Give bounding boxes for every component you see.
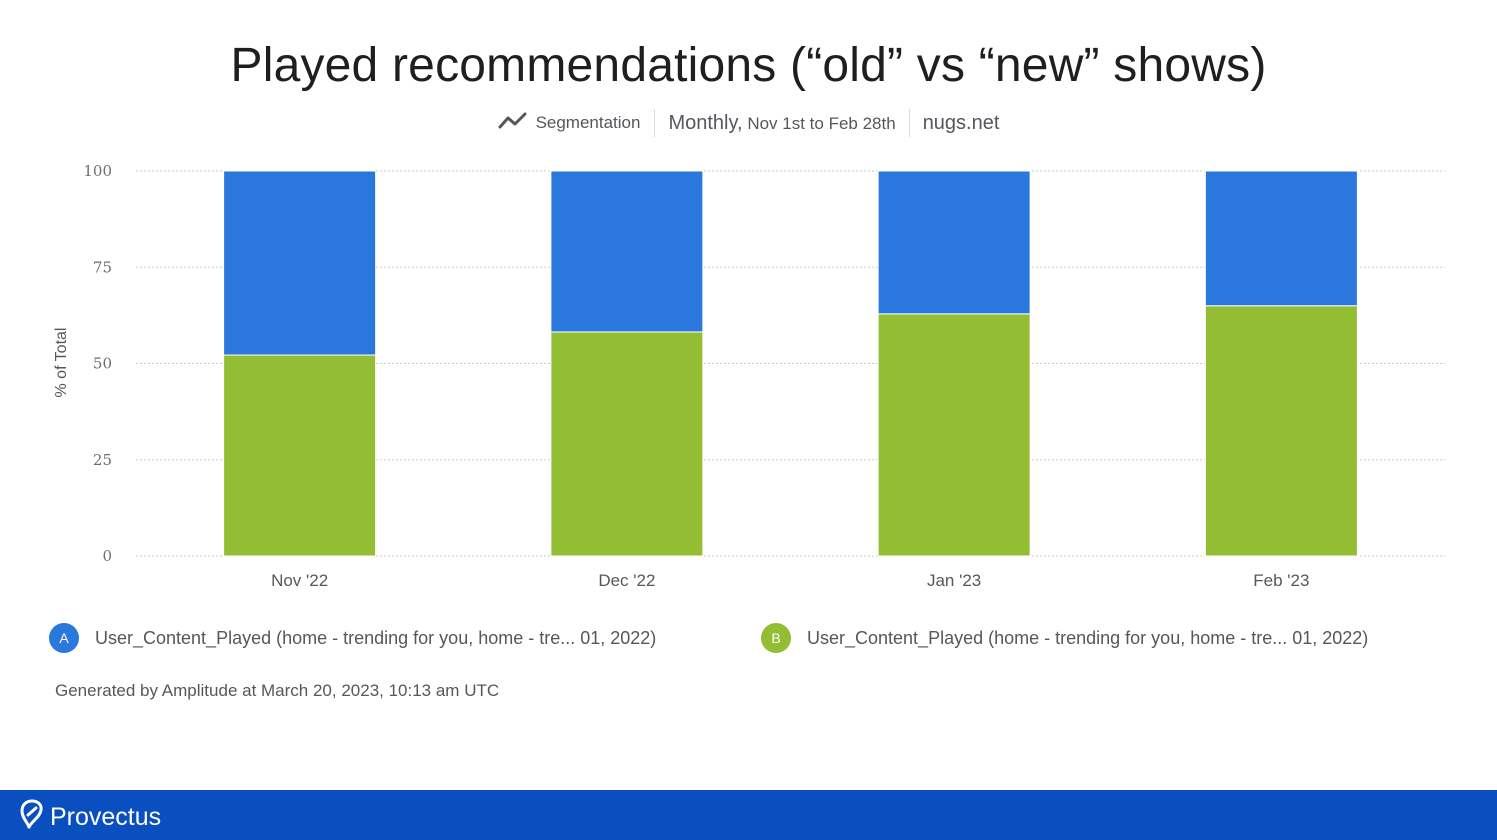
y-tick-label: 50 bbox=[93, 355, 112, 373]
legend-item-b[interactable]: B User_Content_Played (home - trending f… bbox=[761, 623, 1368, 653]
legend-item-a[interactable]: A User_Content_Played (home - trending f… bbox=[49, 623, 656, 653]
provectus-logo-icon bbox=[20, 799, 44, 836]
bar-segment-b bbox=[223, 354, 377, 557]
bar-segment-a bbox=[550, 170, 704, 333]
brand: Provectus bbox=[20, 799, 161, 836]
y-tick-label: 100 bbox=[83, 162, 112, 180]
segmentation-label: Segmentation bbox=[535, 113, 641, 132]
x-tick-label: Jan '23 bbox=[927, 571, 981, 590]
brand-name: Provectus bbox=[50, 803, 162, 831]
stacked-bar-chart: 0 25 50 75 100 % of Total Nov '22 Dec '22 Jan '2… bbox=[53, 162, 1445, 590]
interval-label: Monthly, bbox=[668, 111, 743, 134]
segmentation-indicator: Segmentation bbox=[498, 112, 655, 135]
y-axis-label: % of Total bbox=[53, 328, 70, 398]
chart-title: Played recommendations (“old” vs “new” s… bbox=[230, 39, 1267, 92]
y-tick-label: 25 bbox=[93, 451, 112, 469]
x-tick-label: Nov '22 bbox=[271, 571, 328, 590]
legend-label-b: User_Content_Played (home - trending for… bbox=[807, 627, 1369, 648]
bar-segment-a bbox=[223, 170, 377, 356]
legend-label-a: User_Content_Played (home - trending for… bbox=[95, 627, 657, 648]
x-tick-label: Dec '22 bbox=[598, 571, 655, 590]
bar-segment-a bbox=[1204, 170, 1358, 307]
bar-segment-b bbox=[550, 331, 704, 557]
divider bbox=[654, 109, 656, 137]
range-label: Nov 1st to Feb 28th bbox=[747, 113, 896, 133]
divider bbox=[908, 109, 910, 137]
date-range: Monthly, Nov 1st to Feb 28th bbox=[655, 112, 908, 135]
y-tick-label: 75 bbox=[93, 258, 112, 276]
bar-segment-a bbox=[877, 170, 1031, 315]
footer-bar: Provectus bbox=[0, 790, 1497, 840]
project-label: nugs.net bbox=[922, 111, 1000, 134]
legend-badge-a: A bbox=[49, 623, 79, 653]
bar-segment-b bbox=[877, 313, 1031, 557]
chart-subtitle: Segmentation Monthly, Nov 1st to Feb 28t… bbox=[0, 109, 1497, 137]
x-tick-label: Feb '23 bbox=[1253, 571, 1309, 590]
chart-legend: A User_Content_Played (home - trending f… bbox=[0, 623, 1497, 655]
legend-badge-b: B bbox=[761, 623, 791, 653]
line-chart-icon bbox=[498, 112, 528, 135]
bar-segment-b bbox=[1204, 305, 1358, 557]
y-tick-label: 0 bbox=[102, 547, 112, 565]
generated-note: Generated by Amplitude at March 20, 2023… bbox=[55, 681, 500, 700]
